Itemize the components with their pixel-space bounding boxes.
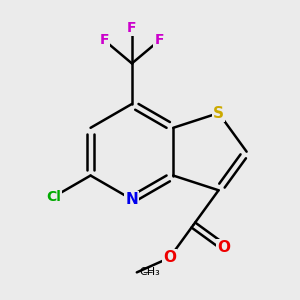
Text: O: O — [218, 240, 231, 255]
Text: F: F — [154, 33, 164, 47]
Text: O: O — [163, 250, 176, 265]
Text: Cl: Cl — [46, 190, 61, 204]
Text: F: F — [100, 33, 109, 47]
Text: N: N — [125, 192, 138, 207]
Text: CH₃: CH₃ — [139, 267, 160, 278]
Text: F: F — [127, 21, 136, 34]
Text: —: — — [137, 267, 153, 278]
Text: S: S — [213, 106, 224, 121]
